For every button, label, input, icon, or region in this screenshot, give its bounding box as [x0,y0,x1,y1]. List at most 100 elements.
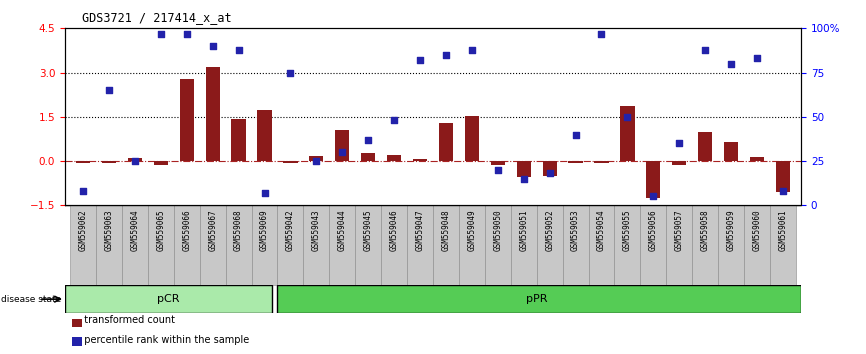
Text: GSM559043: GSM559043 [312,209,321,251]
Point [724,61,738,67]
Bar [537,205,563,285]
Text: transformed count: transformed count [78,315,175,325]
Bar [776,161,790,192]
Bar [459,205,485,285]
Bar [517,161,531,177]
Point [76,188,90,194]
Text: GSM559066: GSM559066 [182,209,191,251]
Text: GSM559048: GSM559048 [442,209,450,251]
Point [232,47,246,52]
Bar [102,161,116,163]
Point [154,31,168,36]
Bar [76,161,90,164]
Bar [283,161,298,162]
Point [361,137,375,143]
Bar [257,110,272,161]
Text: GSM559069: GSM559069 [260,209,269,251]
Text: GSM559065: GSM559065 [157,209,165,251]
Bar [485,205,511,285]
Text: GSM559046: GSM559046 [390,209,398,251]
Text: GSM559067: GSM559067 [208,209,217,251]
Point [257,190,271,196]
Text: GSM559051: GSM559051 [520,209,528,251]
Text: GSM559059: GSM559059 [727,209,735,251]
Text: GSM559052: GSM559052 [545,209,554,251]
Bar [361,153,375,161]
Text: GSM559064: GSM559064 [131,209,139,251]
Text: pPR: pPR [526,294,547,304]
Text: GSM559044: GSM559044 [338,209,346,251]
Bar [615,205,640,285]
Text: GSM559063: GSM559063 [105,209,113,251]
Point [491,167,505,173]
Text: pCR: pCR [158,294,180,304]
Bar [511,205,537,285]
Bar [724,142,738,161]
Bar [698,132,712,161]
Bar [568,161,583,162]
Point [543,171,557,176]
Text: percentile rank within the sample: percentile rank within the sample [78,335,249,345]
Bar [329,205,355,285]
Text: GSM559057: GSM559057 [675,209,684,251]
Point [180,31,194,36]
Text: GSM559062: GSM559062 [79,209,87,251]
Bar [718,205,744,285]
Bar [620,107,635,161]
Bar [413,159,427,161]
Point [646,194,660,199]
Bar [303,205,329,285]
Bar [128,158,142,161]
Text: GSM559055: GSM559055 [623,209,632,251]
Text: GSM559053: GSM559053 [571,209,580,251]
Bar [251,205,277,285]
Bar [96,205,122,285]
Point [698,47,712,52]
Point [128,158,142,164]
Bar [387,155,401,161]
Bar [594,161,609,162]
Bar [154,161,168,165]
Bar [200,205,226,285]
Point [750,56,764,61]
Bar [174,205,200,285]
Bar [231,119,246,161]
Bar [640,205,666,285]
Bar [407,205,433,285]
Point [465,47,479,52]
Text: GSM559068: GSM559068 [234,209,243,251]
Bar [226,205,251,285]
Text: GSM559042: GSM559042 [286,209,295,251]
Bar [563,205,589,285]
Point [283,70,297,75]
Bar [179,79,194,161]
Bar [770,205,796,285]
Bar [355,205,381,285]
Text: GSM559058: GSM559058 [701,209,709,251]
Point [309,158,323,164]
Bar [335,130,349,161]
Bar [465,116,479,161]
Text: GSM559050: GSM559050 [494,209,502,251]
Bar [692,205,718,285]
Bar [122,205,148,285]
Bar [672,161,687,166]
Text: GSM559061: GSM559061 [779,209,787,251]
Bar [277,285,801,313]
Text: GSM559054: GSM559054 [597,209,606,251]
Point [595,31,609,36]
Text: GSM559060: GSM559060 [753,209,761,251]
Bar [277,205,303,285]
Point [102,87,116,93]
Text: disease state: disease state [1,295,61,304]
Bar [148,205,174,285]
Bar [205,67,220,161]
Bar [381,205,407,285]
Point [569,132,583,137]
Bar [666,205,692,285]
Bar [491,161,505,165]
Point [206,43,220,49]
Text: GSM559049: GSM559049 [468,209,476,251]
Point [335,149,349,155]
Point [776,188,790,194]
